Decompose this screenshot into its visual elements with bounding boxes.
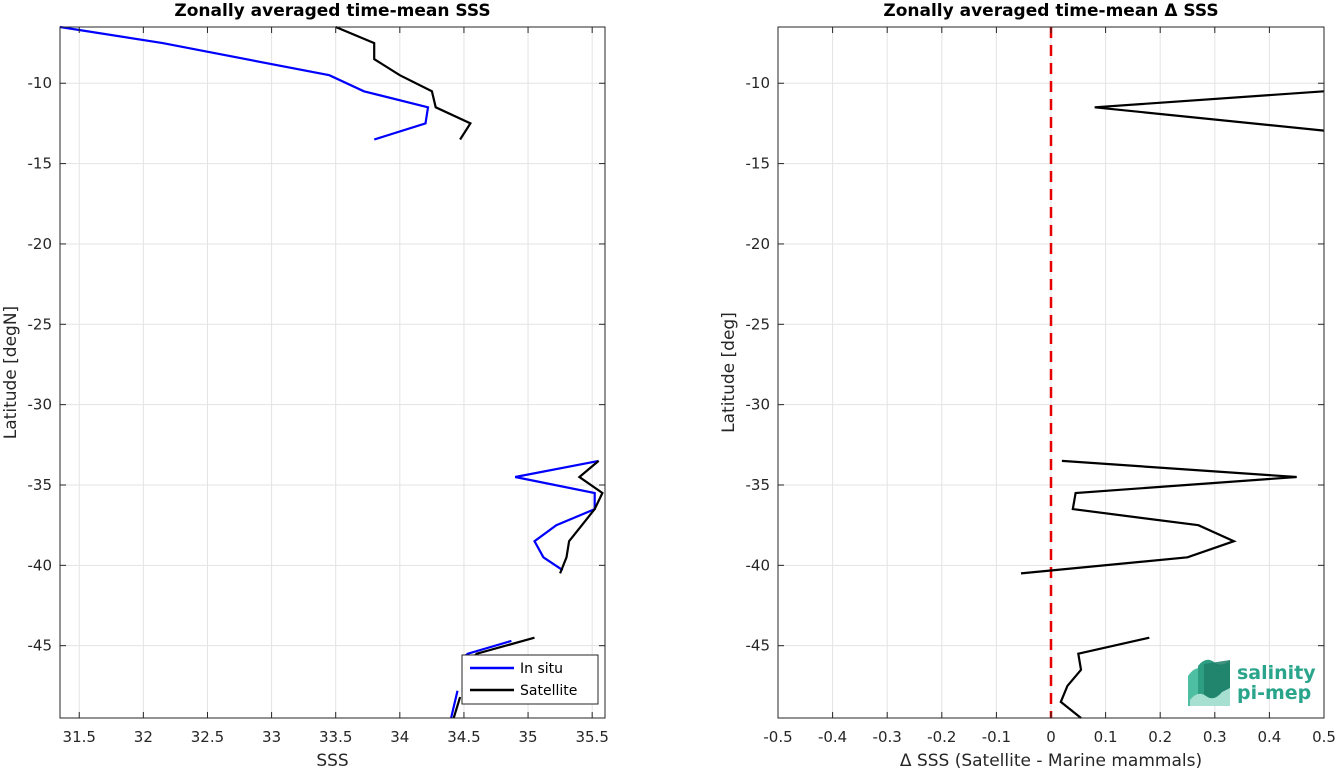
logo-text-salinity: salinity — [1237, 662, 1316, 684]
satellite-line-segment-4 — [452, 696, 462, 719]
x-tick-label: 0.5 — [1312, 728, 1336, 746]
x-tick-label: 34 — [390, 728, 409, 746]
delta-sss-line-segment-2 — [1020, 459, 1297, 575]
x-tick-label: 0.2 — [1148, 728, 1172, 746]
x-tick-label: 0.1 — [1094, 728, 1118, 746]
in-situ-line-segment-2 — [514, 459, 599, 572]
y-tick-label: -10 — [746, 74, 771, 92]
x-tick-label: 31.5 — [63, 728, 96, 746]
x-tick-label: 33.5 — [319, 728, 352, 746]
y-tick-label: -25 — [28, 315, 53, 333]
delta-sss-line-segment-3 — [1059, 636, 1150, 719]
right-ticks: -0.5 -0.4 -0.3 -0.2 -0.1 0 0.1 0.2 0.3 0.4 0.5 -10 -… — [746, 27, 1336, 746]
y-tick-label: -45 — [746, 637, 771, 655]
x-tick-label: 32.5 — [191, 728, 224, 746]
x-tick-label: -0.5 — [763, 728, 792, 746]
x-tick-label: 0.4 — [1257, 728, 1281, 746]
x-tick-label: 32 — [134, 728, 153, 746]
left-x-axis-label: SSS — [316, 751, 348, 769]
left-ticks: 31.5 32 32.5 33 33.5 34 34.5 35 35.5 -10 -15 -20 -25… — [28, 27, 609, 746]
salinity-pi-mep-logo: salinity pi-mep — [1188, 659, 1316, 706]
y-tick-label: -30 — [28, 396, 53, 414]
in-situ-line-segment-4 — [450, 690, 459, 719]
legend-label-in-situ: In situ — [520, 661, 563, 677]
left-chart-title: Zonally averaged time-mean SSS — [174, 1, 490, 21]
left-panel: 31.5 32 32.5 33 33.5 34 34.5 35 35.5 -10 -15 -20 -25… — [1, 1, 609, 769]
x-tick-label: -0.4 — [818, 728, 847, 746]
y-tick-label: -40 — [28, 556, 53, 574]
y-tick-label: -20 — [746, 235, 771, 253]
logo-text-pi-mep: pi-mep — [1237, 682, 1311, 704]
legend-label-satellite: Satellite — [520, 683, 577, 699]
right-series — [1020, 27, 1325, 719]
left-axes-frame — [59, 26, 606, 719]
x-tick-label: -0.3 — [873, 728, 902, 746]
x-tick-label: 0 — [1046, 728, 1056, 746]
x-tick-label: -0.2 — [927, 728, 956, 746]
legend: In situ Satellite — [461, 654, 599, 705]
x-tick-label: 33 — [262, 728, 281, 746]
delta-sss-line-segment-1 — [1094, 90, 1325, 132]
y-tick-label: -15 — [746, 155, 771, 173]
x-tick-label: 0.3 — [1203, 728, 1227, 746]
y-tick-label: -45 — [28, 637, 53, 655]
y-tick-label: -10 — [28, 74, 53, 92]
y-tick-label: -25 — [746, 315, 771, 333]
x-tick-label: -0.1 — [982, 728, 1011, 746]
right-x-axis-label: Δ SSS (Satellite - Marine mammals) — [900, 751, 1202, 769]
in-situ-line-segment-1 — [59, 25, 430, 141]
left-grid — [60, 27, 605, 718]
y-tick-label: -35 — [746, 476, 771, 494]
y-tick-label: -35 — [28, 476, 53, 494]
right-panel: -0.5 -0.4 -0.3 -0.2 -0.1 0 0.1 0.2 0.3 0.4 0.5 -10 -… — [719, 1, 1336, 769]
y-tick-label: -30 — [746, 396, 771, 414]
x-tick-label: 35.5 — [575, 728, 608, 746]
satellite-line-segment-1 — [335, 25, 473, 141]
x-tick-label: 35 — [519, 728, 538, 746]
right-y-axis-label: Latitude [deg] — [719, 312, 739, 433]
left-series — [59, 25, 604, 719]
legend-box — [461, 654, 599, 705]
right-chart-title: Zonally averaged time-mean Δ SSS — [883, 1, 1218, 21]
y-tick-label: -40 — [746, 556, 771, 574]
x-tick-label: 34.5 — [447, 728, 480, 746]
satellite-line-segment-2 — [559, 460, 604, 574]
y-tick-label: -15 — [28, 155, 53, 173]
wave-icon — [1188, 659, 1230, 706]
y-tick-label: -20 — [28, 235, 53, 253]
left-y-axis-label: Latitude [degN] — [1, 306, 21, 439]
